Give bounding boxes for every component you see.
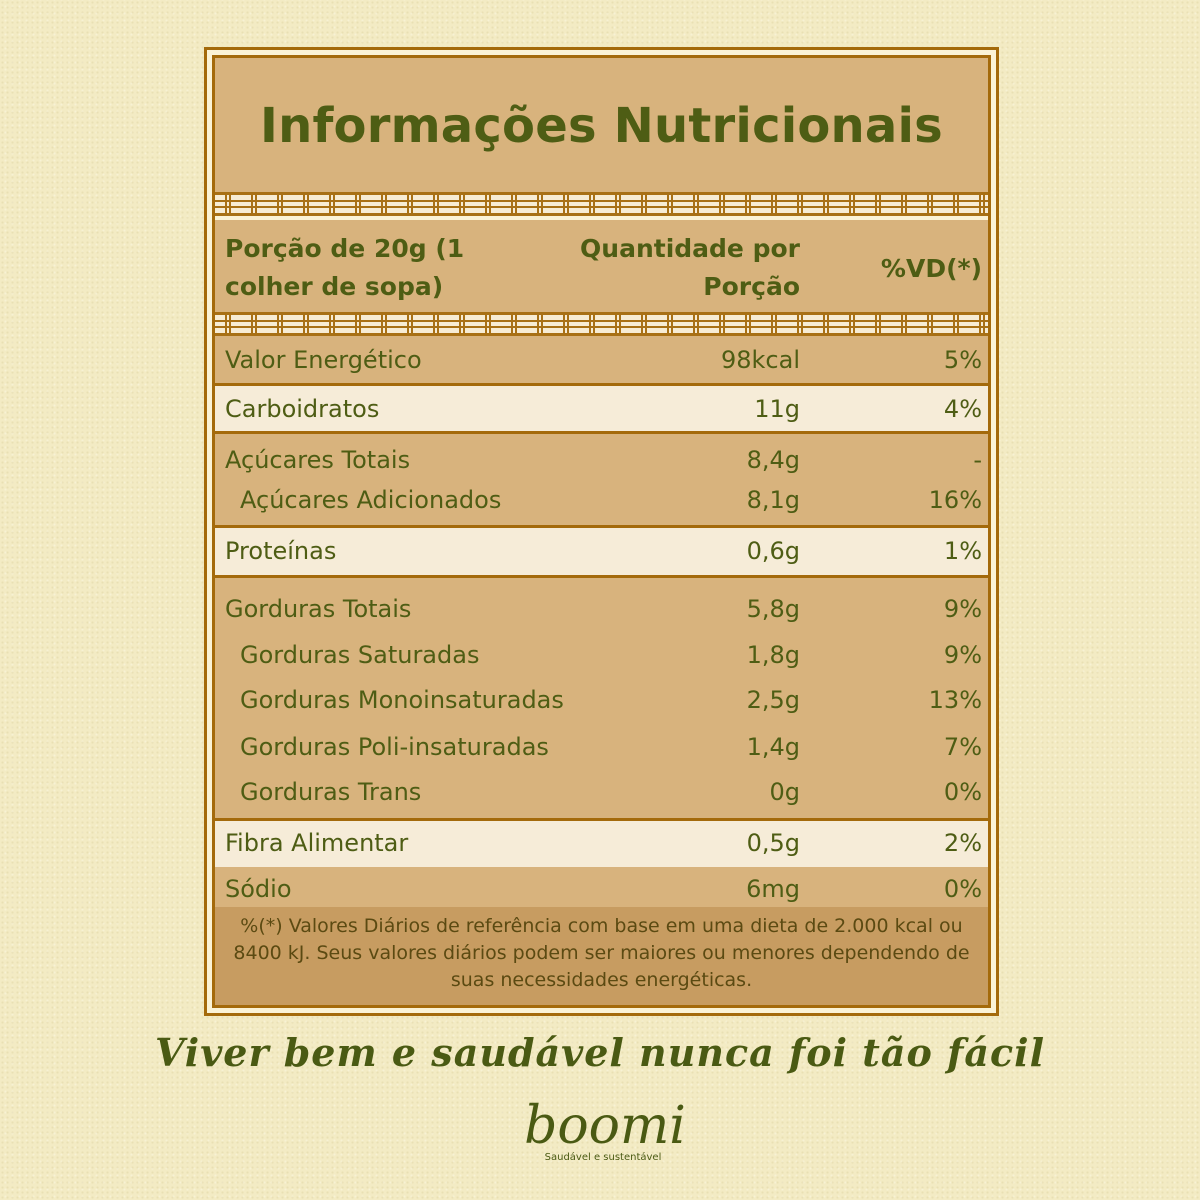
row-label: Açúcares Adicionados [240,486,502,514]
row-quantity: 1,4g [746,733,800,761]
row-vd: - [973,446,982,474]
row-quantity: 0g [769,778,800,806]
header-vd: %VD(*) [880,254,982,283]
row-vd: 2% [943,829,982,857]
table-row-group: Gorduras Totais 5,8g 9% Gorduras Saturad… [215,578,988,821]
row-label: Gorduras Trans [240,778,422,806]
row-vd: 0% [943,778,982,806]
title-band: Informações Nutricionais [215,58,988,192]
nutrition-table: Informações Nutricionais Porção de 20g (… [212,55,991,1008]
row-label: Açúcares Totais [225,446,411,474]
row-label: Proteínas [225,537,337,565]
row-quantity: 98kcal [720,346,800,374]
row-label: Valor Energético [225,346,422,374]
brand-logo: boomi [525,1096,685,1156]
row-vd: 9% [943,641,982,669]
brand-tagline: Saudável e sustentável [544,1152,662,1163]
footnote: %(*) Valores Diários de referência com b… [215,907,988,1005]
row-vd: 4% [943,395,982,423]
table-row: Carboidratos 11g 4% [215,386,988,434]
row-label: Gorduras Poli-insaturadas [240,733,549,761]
decorative-pattern-top [215,192,988,216]
row-label: Fibra Alimentar [225,829,409,857]
row-quantity: 2,5g [746,686,800,714]
row-label: Sódio [225,875,292,903]
brand-name: boomi [525,1096,685,1156]
header-quantity: Quantidade por Porção [580,234,800,301]
table-header: Porção de 20g (1 colher de sopa) Quantid… [215,220,988,312]
table-row: Proteínas 0,6g 1% [215,528,988,578]
row-label: Carboidratos [225,395,380,423]
table-row: Valor Energético 98kcal 5% [215,336,988,386]
row-label: Gorduras Monoinsaturadas [240,686,564,714]
slogan: Viver bem e saudável nunca foi tão fácil [154,1030,1046,1075]
row-vd: 16% [928,486,982,514]
header-portion: Porção de 20g (1 colher de sopa) [225,234,465,301]
row-quantity: 6mg [746,875,800,903]
row-quantity: 5,8g [746,595,800,623]
row-vd: 1% [943,537,982,565]
row-label: Gorduras Saturadas [240,641,480,669]
table-row-group: Açúcares Totais 8,4g - Açúcares Adiciona… [215,434,988,528]
row-vd: 7% [943,733,982,761]
row-label: Gorduras Totais [225,595,412,623]
row-vd: 5% [943,346,982,374]
row-vd: 13% [928,686,982,714]
row-quantity: 8,1g [746,486,800,514]
page-title: Informações Nutricionais [260,98,943,154]
row-quantity: 11g [754,395,800,423]
row-quantity: 0,5g [746,829,800,857]
row-quantity: 0,6g [746,537,800,565]
nutrition-panel: Informações Nutricionais Porção de 20g (… [204,47,999,1016]
row-vd: 9% [943,595,982,623]
row-vd: 0% [943,875,982,903]
row-quantity: 8,4g [746,446,800,474]
decorative-pattern-bottom [215,312,988,336]
table-row: Fibra Alimentar 0,5g 2% [215,821,988,867]
row-quantity: 1,8g [746,641,800,669]
